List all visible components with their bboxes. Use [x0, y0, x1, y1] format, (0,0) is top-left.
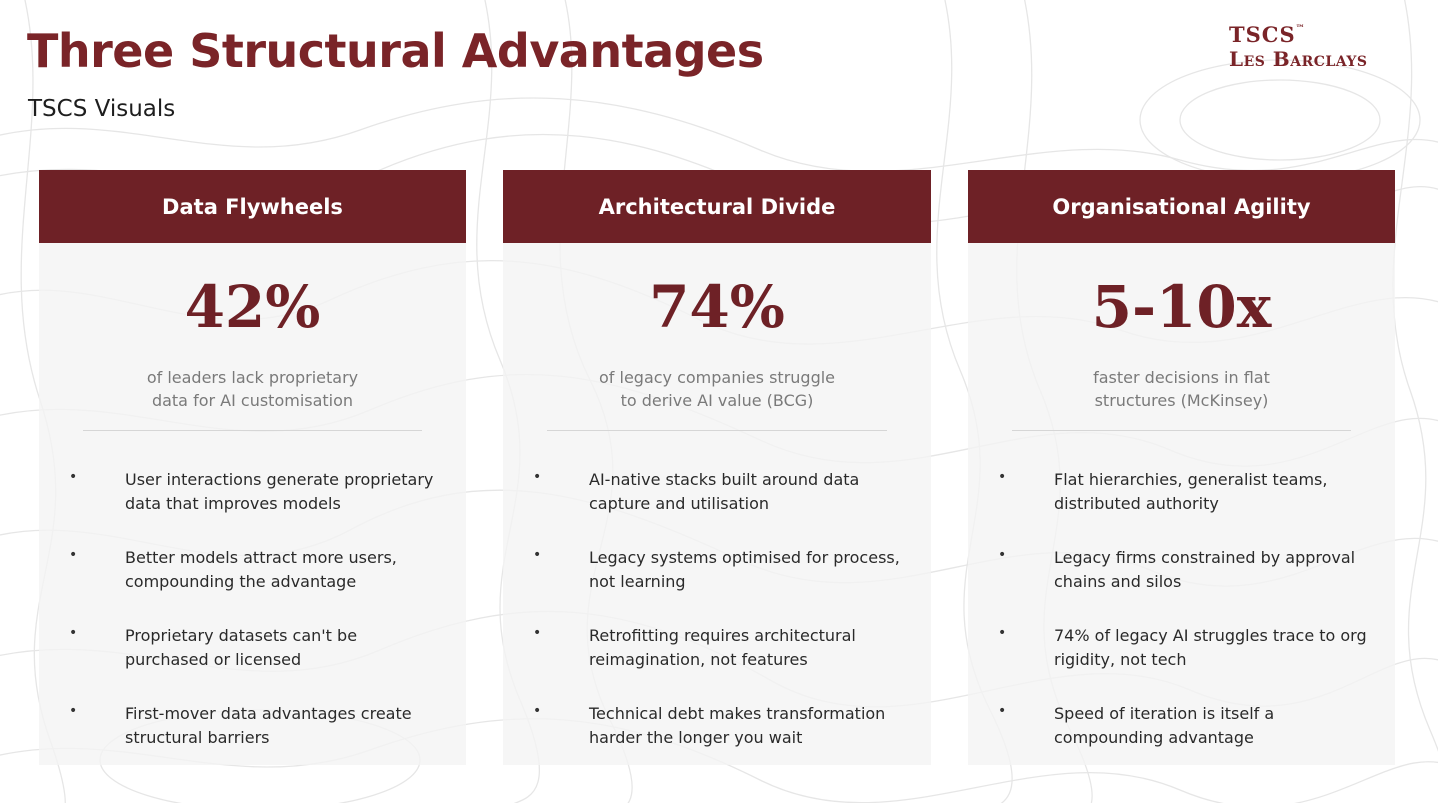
- bullet-line: AI-native stacks built around data: [589, 470, 860, 489]
- bullet-dot-icon: •: [998, 703, 1007, 719]
- bullet-line: Proprietary datasets can't be: [125, 626, 358, 645]
- page-title: Three Structural Advantages: [27, 24, 764, 78]
- bullet-line: distributed authority: [1054, 494, 1219, 513]
- bullet-dot-icon: •: [533, 469, 542, 485]
- bullet-dot-icon: •: [998, 469, 1007, 485]
- stat-description-line: faster decisions in flat: [1093, 368, 1270, 387]
- card-organisational-agility: Organisational Agility 5-10x faster deci…: [968, 170, 1395, 765]
- bullet-line: reimagination, not features: [589, 650, 808, 669]
- card-data-flywheels: Data Flywheels 42% of leaders lack propr…: [39, 170, 466, 765]
- bullet-line: User interactions generate proprietary: [125, 470, 434, 489]
- bullet-dot-icon: •: [69, 703, 78, 719]
- stat-description-line: data for AI customisation: [151, 391, 354, 410]
- trademark-mark: ™: [1295, 24, 1306, 34]
- list-item: • 74% of legacy AI struggles trace to org…: [998, 624, 1375, 702]
- bullet-list: • User interactions generate proprietary d…: [69, 468, 446, 780]
- stat-description-line: of leaders lack proprietary: [146, 368, 359, 387]
- card-header: Organisational Agility: [968, 170, 1395, 243]
- logo-line-2: Les Barclays: [1229, 47, 1368, 72]
- bullet-line: Legacy firms constrained by approval: [1054, 548, 1356, 567]
- bullet-line: Speed of iteration is itself a: [1054, 704, 1275, 723]
- bullet-line: Technical debt makes transformation: [589, 704, 886, 723]
- bullet-line: compounding advantage: [1054, 728, 1254, 747]
- bullet-dot-icon: •: [998, 547, 1007, 563]
- bullet-line: compounding the advantage: [125, 572, 357, 591]
- card-stat-description: of leaders lack proprietary data for AI …: [119, 366, 386, 412]
- list-item: • AI-native stacks built around data captu…: [533, 468, 911, 546]
- list-item: • Legacy systems optimised for process, no…: [533, 546, 911, 624]
- bullet-line: 74% of legacy AI struggles trace to org: [1054, 626, 1367, 645]
- stat-description-line: of legacy companies struggle: [598, 368, 836, 387]
- card-stat-description: faster decisions in flat structures (McK…: [1048, 366, 1315, 412]
- bullet-line: harder the longer you wait: [589, 728, 803, 747]
- list-item: • Legacy firms constrained by approval cha…: [998, 546, 1375, 624]
- bullet-line: First-mover data advantages create: [125, 704, 412, 723]
- bullet-line: Better models attract more users,: [125, 548, 397, 567]
- list-item: • First-mover data advantages create struc…: [69, 702, 446, 780]
- divider: [547, 430, 887, 431]
- list-item: • Speed of iteration is itself a compoundi…: [998, 702, 1375, 780]
- stat-description-line: structures (McKinsey): [1094, 391, 1269, 410]
- list-item: • Flat hierarchies, generalist teams, dist…: [998, 468, 1375, 546]
- stat-description-line: to derive AI value (BCG): [620, 391, 814, 410]
- bullet-dot-icon: •: [998, 625, 1007, 641]
- bullet-line: rigidity, not tech: [1054, 650, 1187, 669]
- list-item: • Better models attract more users, compou…: [69, 546, 446, 624]
- bullet-line: structural barriers: [125, 728, 270, 747]
- bullet-line: Retrofitting requires architectural: [589, 626, 856, 645]
- list-item: • Technical debt makes transformation hard…: [533, 702, 911, 780]
- bullet-dot-icon: •: [69, 469, 78, 485]
- bullet-dot-icon: •: [533, 547, 542, 563]
- bullet-line: Legacy systems optimised for process,: [589, 548, 900, 567]
- divider: [83, 430, 422, 431]
- bullet-line: Flat hierarchies, generalist teams,: [1054, 470, 1328, 489]
- bullet-dot-icon: •: [69, 547, 78, 563]
- bullet-line: capture and utilisation: [589, 494, 770, 513]
- bullet-dot-icon: •: [533, 625, 542, 641]
- bullet-list: • Flat hierarchies, generalist teams, dist…: [998, 468, 1375, 780]
- card-stat: 5-10x: [1091, 273, 1272, 341]
- list-item: • Retrofitting requires architectural reim…: [533, 624, 911, 702]
- list-item: • User interactions generate proprietary d…: [69, 468, 446, 546]
- brand-logo: TSCS™ Les Barclays: [1229, 22, 1367, 71]
- card-stat: 42%: [184, 273, 321, 341]
- bullet-dot-icon: •: [69, 625, 78, 641]
- divider: [1012, 430, 1351, 431]
- bullet-list: • AI-native stacks built around data captu…: [533, 468, 911, 780]
- card-header: Architectural Divide: [503, 170, 931, 243]
- card-architectural-divide: Architectural Divide 74% of legacy compa…: [503, 170, 931, 765]
- bullet-line: data that improves models: [125, 494, 341, 513]
- bullet-line: purchased or licensed: [125, 650, 302, 669]
- card-stat: 74%: [649, 273, 785, 341]
- bullet-dot-icon: •: [533, 703, 542, 719]
- logo-line-1: TSCS: [1229, 22, 1296, 47]
- card-stat-description: of legacy companies struggle to derive A…: [583, 366, 851, 412]
- card-header: Data Flywheels: [39, 170, 466, 243]
- list-item: • Proprietary datasets can't be purchased …: [69, 624, 446, 702]
- page-subtitle: TSCS Visuals: [28, 96, 176, 122]
- bullet-line: not learning: [589, 572, 686, 591]
- bullet-line: chains and silos: [1054, 572, 1182, 591]
